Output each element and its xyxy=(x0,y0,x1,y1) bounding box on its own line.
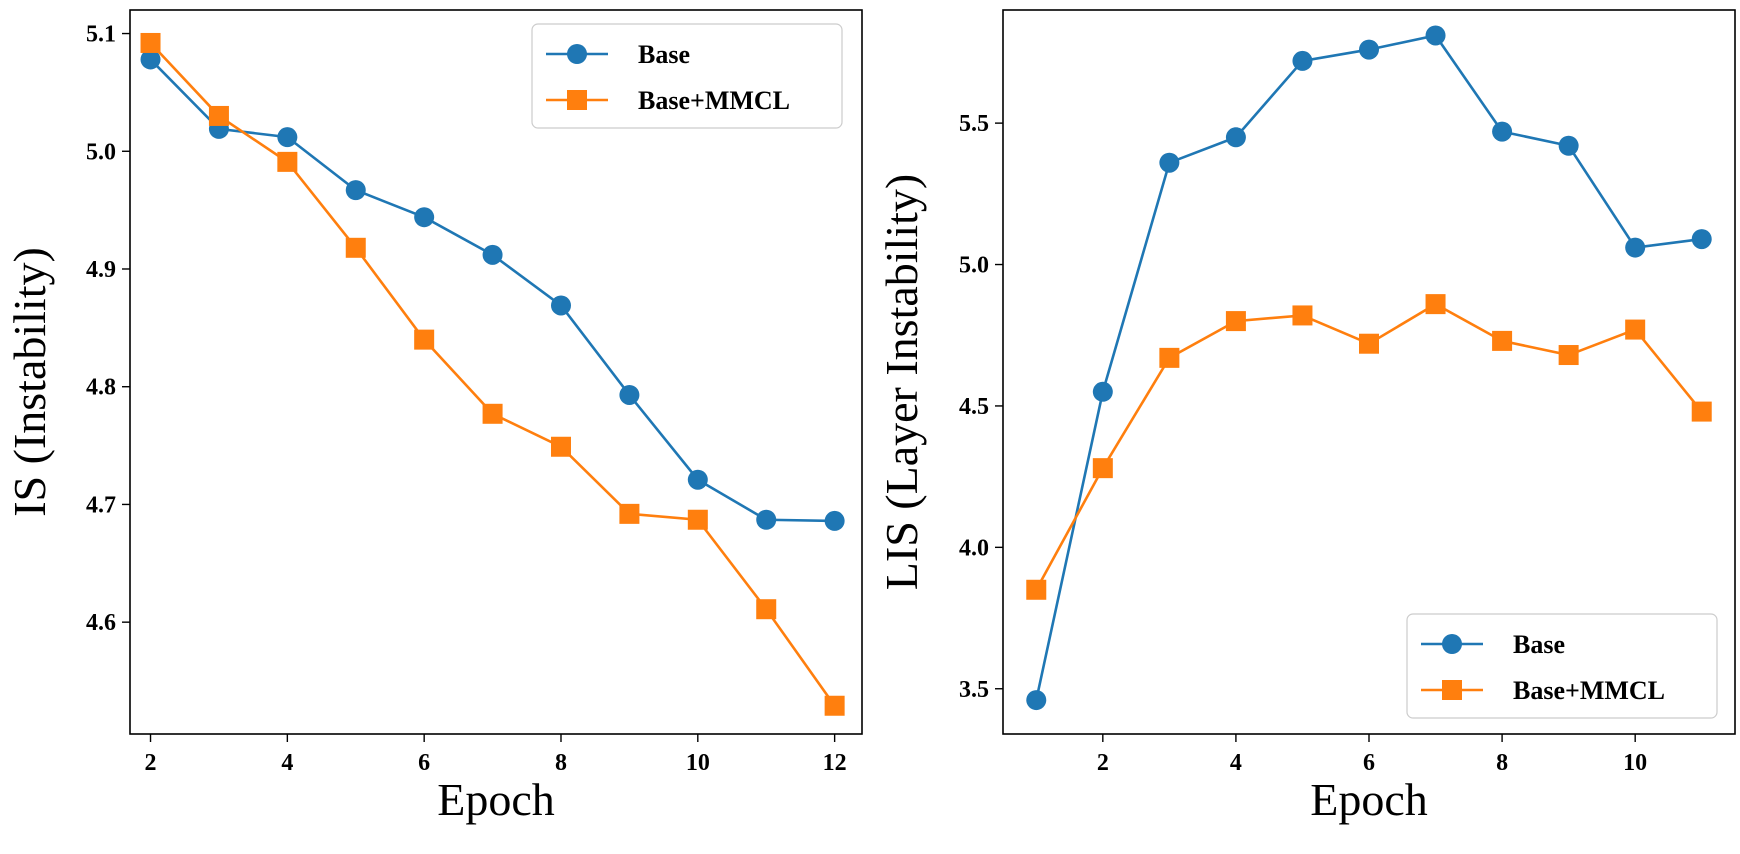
data-point xyxy=(482,403,503,424)
data-point xyxy=(1092,458,1113,479)
data-point xyxy=(1492,121,1513,142)
legend-marker xyxy=(567,44,587,64)
data-point xyxy=(756,509,777,530)
data-point xyxy=(414,207,435,228)
data-point xyxy=(414,329,435,350)
legend-marker xyxy=(1442,634,1462,654)
data-point xyxy=(1558,135,1579,156)
data-point xyxy=(1292,305,1313,326)
x-tick-label: 2 xyxy=(145,750,157,776)
data-point xyxy=(345,180,366,201)
x-tick-label: 4 xyxy=(1230,750,1242,776)
y-axis-label: IS (Instability) xyxy=(4,247,55,517)
data-point xyxy=(1359,333,1379,354)
data-point xyxy=(619,503,640,524)
data-point xyxy=(1425,294,1446,315)
legend-box xyxy=(1406,613,1718,719)
y-tick-label: 5.5 xyxy=(959,111,989,137)
data-point xyxy=(140,32,161,53)
data-point xyxy=(1691,229,1712,250)
series-base-mmcl xyxy=(140,32,845,716)
y-tick-label: 4.9 xyxy=(86,257,116,283)
data-point xyxy=(1026,579,1047,600)
series-line xyxy=(149,58,835,523)
data-point xyxy=(1292,50,1313,71)
legend: Base Base+MMCL xyxy=(1406,613,1718,719)
x-tick-label: 10 xyxy=(1623,750,1647,776)
data-point xyxy=(1159,347,1180,368)
data-point xyxy=(1492,330,1513,351)
legend-label: Base xyxy=(1513,630,1565,659)
x-tick-label: 6 xyxy=(418,750,430,776)
x-axis-label: Epoch xyxy=(1310,774,1428,825)
data-point xyxy=(1625,319,1646,340)
x-tick-label: 8 xyxy=(1496,750,1508,776)
y-tick-label: 4.0 xyxy=(959,535,989,561)
legend-label: Base+MMCL xyxy=(638,86,790,115)
data-point xyxy=(208,105,229,126)
data-point xyxy=(550,295,571,316)
legend-label: Base xyxy=(638,40,690,69)
data-point xyxy=(1225,311,1246,332)
series-line xyxy=(1035,34,1702,701)
data-point xyxy=(687,469,708,490)
data-point xyxy=(1225,127,1246,148)
data-point xyxy=(1691,401,1712,422)
series-base xyxy=(1026,25,1712,711)
data-point xyxy=(1026,690,1047,711)
legend-box xyxy=(531,23,843,129)
data-point xyxy=(687,509,708,530)
data-point xyxy=(824,695,845,716)
legend-marker xyxy=(1442,680,1462,700)
data-point xyxy=(550,436,571,457)
y-tick-label: 4.8 xyxy=(86,375,116,401)
x-tick-label: 4 xyxy=(281,750,293,776)
y-tick-label: 5.1 xyxy=(86,22,116,48)
x-tick-label: 10 xyxy=(686,750,710,776)
x-tick-label: 12 xyxy=(823,750,847,776)
data-point xyxy=(1092,381,1113,402)
data-point xyxy=(277,127,298,148)
data-point xyxy=(345,237,366,258)
x-tick-label: 6 xyxy=(1363,750,1375,776)
data-point xyxy=(1425,25,1446,46)
x-axis-label: Epoch xyxy=(437,774,555,825)
y-tick-label: 4.7 xyxy=(86,492,116,518)
y-tick-label: 5.0 xyxy=(959,253,989,279)
data-point xyxy=(140,49,161,70)
x-tick-label: 8 xyxy=(555,750,567,776)
data-point xyxy=(1159,152,1180,173)
data-point xyxy=(756,599,777,620)
chart-panel-1: 2 4 6 8 10 12 4.6 4.7 4.8 4.9 5.0 5.1 Epoch IS (Insta… xyxy=(4,9,863,825)
x-tick-label: 2 xyxy=(1097,750,1109,776)
y-tick-label: 4.6 xyxy=(86,610,116,636)
series-base-mmcl xyxy=(1026,294,1712,600)
y-axis-label: LIS (Layer Instability) xyxy=(876,174,927,590)
plot-frame xyxy=(129,9,863,735)
data-point xyxy=(1558,345,1579,366)
series-line xyxy=(149,42,836,707)
legend-marker xyxy=(567,90,587,110)
data-point xyxy=(1625,237,1646,258)
series-base xyxy=(140,49,845,531)
data-point xyxy=(619,384,640,405)
y-tick-label: 5.0 xyxy=(86,139,116,165)
y-tick-label: 4.5 xyxy=(959,394,989,420)
legend: Base Base+MMCL xyxy=(531,23,843,129)
y-tick-label: 3.5 xyxy=(959,677,989,703)
legend-label: Base+MMCL xyxy=(1513,676,1665,705)
data-point xyxy=(1359,39,1379,60)
data-point xyxy=(277,151,298,172)
chart-panel-2: 2 4 6 8 10 3.5 4.0 4.5 5.0 5.5 Epoch LIS (Layer Ins… xyxy=(876,9,1736,825)
data-point xyxy=(482,244,503,265)
data-point xyxy=(824,510,845,531)
